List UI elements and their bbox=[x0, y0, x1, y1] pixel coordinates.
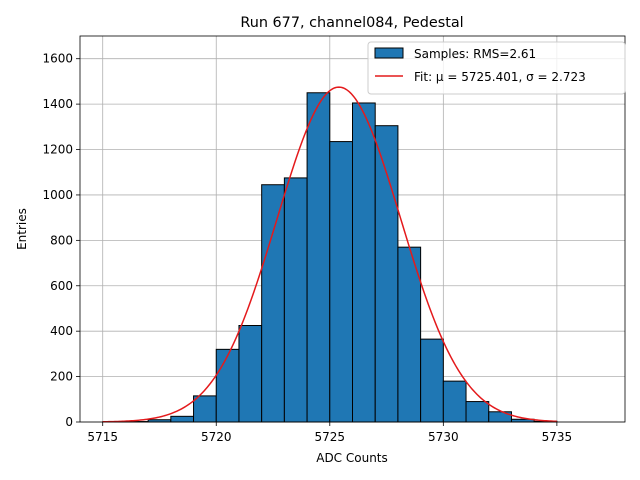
x-tick-label: 5715 bbox=[87, 430, 118, 444]
histogram-bar bbox=[170, 415, 195, 423]
legend: Samples: RMS=2.61 Fit: μ = 5725.401, σ =… bbox=[367, 41, 626, 95]
y-tick-label: 1200 bbox=[42, 143, 73, 157]
plot-area-frame bbox=[79, 35, 626, 423]
histogram-bar bbox=[465, 401, 490, 423]
histogram-bar bbox=[261, 184, 285, 423]
histogram-bar bbox=[238, 325, 263, 423]
chart-title: Run 677, channel084, Pedestal bbox=[240, 15, 463, 31]
y-tick-label: 1000 bbox=[42, 188, 73, 202]
y-axis-label: Entries bbox=[15, 208, 29, 250]
legend-fit-label: Fit: μ = 5725.401, σ = 2.723 bbox=[414, 70, 586, 84]
y-tick-label: 1400 bbox=[42, 97, 73, 111]
x-tick-label: 5725 bbox=[315, 430, 346, 444]
histogram-bars bbox=[102, 92, 558, 423]
axis-ticks: 5715 5720 5725 5730 5735 0 200 400 600 800 1000 120… bbox=[42, 52, 572, 444]
histogram-bar bbox=[329, 141, 353, 423]
legend-samples-label: Samples: RMS=2.61 bbox=[414, 47, 536, 61]
x-tick-label: 5735 bbox=[542, 430, 573, 444]
histogram-bar bbox=[193, 395, 217, 423]
legend-box bbox=[367, 41, 626, 95]
y-tick-label: 400 bbox=[50, 324, 73, 338]
x-tick-label: 5730 bbox=[428, 430, 459, 444]
histogram-bar bbox=[420, 338, 444, 423]
y-tick-label: 200 bbox=[50, 370, 73, 384]
y-tick-label: 0 bbox=[65, 415, 73, 429]
histogram-bar bbox=[374, 125, 399, 423]
histogram-bar bbox=[215, 348, 240, 423]
x-tick-label: 5720 bbox=[201, 430, 232, 444]
legend-samples-swatch bbox=[374, 47, 404, 59]
histogram-bar bbox=[352, 102, 376, 423]
x-axis-label: ADC Counts bbox=[316, 451, 388, 465]
y-tick-label: 600 bbox=[50, 279, 73, 293]
fit-curve bbox=[102, 86, 557, 423]
histogram-bar bbox=[306, 92, 331, 423]
y-tick-label: 800 bbox=[50, 233, 73, 247]
histogram-bar bbox=[442, 380, 467, 423]
histogram-bar bbox=[283, 177, 308, 423]
y-tick-label: 1600 bbox=[42, 52, 73, 66]
